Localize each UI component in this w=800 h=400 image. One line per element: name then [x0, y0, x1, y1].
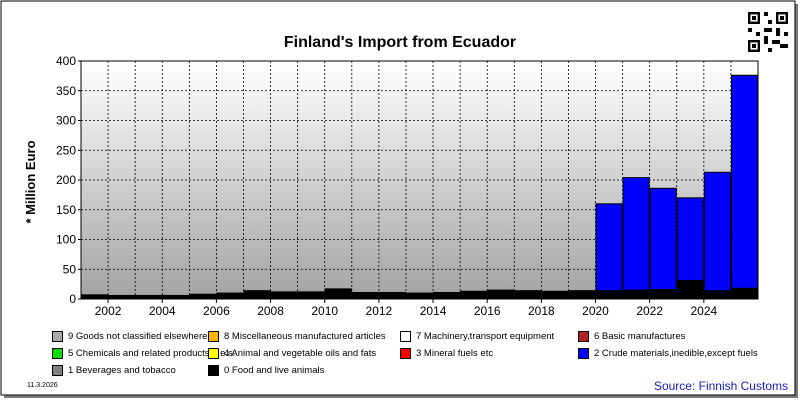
legend-label: 1 Beverages and tobacco: [68, 365, 176, 376]
bar-segment-2017-s0: [514, 290, 542, 300]
y-tick-label: 0: [69, 292, 76, 306]
x-tick-label: 2020: [582, 304, 609, 318]
legend-label: 5 Chemicals and related products,n.e.s.: [68, 348, 236, 359]
y-tick-label: 350: [56, 84, 76, 98]
y-tick-label: 150: [56, 203, 76, 217]
x-tick-label: 2016: [474, 304, 501, 318]
bar-segment-2009-s0: [297, 291, 325, 300]
bar-segment-2024-s1: [703, 171, 731, 292]
legend-item: 5 Chemicals and related products,n.e.s.: [52, 348, 235, 359]
bar-segment-2021-s1: [622, 177, 650, 291]
legend-item: 6 Basic manufactures: [578, 331, 685, 342]
bar-segment-2020-s0: [595, 290, 623, 300]
legend-swatch: [52, 348, 63, 359]
legend-item: 2 Crude materials,inedible,except fuels: [578, 348, 758, 359]
legend-item: 1 Beverages and tobacco: [52, 365, 176, 376]
legend-item: 4 Animal and vegetable oils and fats: [208, 348, 376, 359]
legend-row: 5 Chemicals and related products,n.e.s. 4…: [52, 348, 758, 365]
x-ticks: 2002 2004 2006 2008 2010 2012 2014 2016 2018 2020…: [95, 299, 718, 318]
bar-segment-2003-s0: [135, 294, 163, 300]
legend-swatch: [578, 348, 589, 359]
y-tick-label: 250: [56, 143, 76, 157]
bar-segment-2007-s0: [243, 290, 271, 300]
y-tick-label: 50: [63, 262, 77, 276]
bars: [81, 74, 758, 300]
legend-item: 3 Mineral fuels etc: [400, 348, 493, 359]
legend-swatch: [400, 348, 411, 359]
legend-item: 0 Food and live animals: [208, 365, 324, 376]
bar-segment-2022-s0: [649, 288, 677, 300]
legend-item: 9 Goods not classified elsewhere: [52, 331, 207, 342]
legend-label: 4 Animal and vegetable oils and fats: [224, 348, 377, 359]
legend-swatch: [578, 331, 589, 342]
legend-label: 6 Basic manufactures: [594, 331, 686, 342]
x-tick-label: 2006: [203, 304, 230, 318]
x-tick-label: 2012: [366, 304, 393, 318]
bar-segment-2023-s0: [676, 280, 704, 300]
legend-label: 0 Food and live animals: [224, 365, 325, 376]
legend-label: 7 Machinery,transport equipment: [416, 331, 555, 342]
y-tick-label: 300: [56, 114, 76, 128]
x-tick-label: 2018: [528, 304, 555, 318]
bar-segment-2021-s0: [622, 289, 650, 300]
y-ticks: 0 50 100 150 200 250 300 350 400: [56, 54, 81, 306]
bar-segment-2019-s0: [568, 290, 596, 300]
legend-label: 2 Crude materials,inedible,except fuels: [594, 348, 758, 359]
x-tick-label: 2008: [257, 304, 284, 318]
legend-item: 8 Miscellaneous manufactured articles: [208, 331, 386, 342]
bar-segment-2022-s1: [649, 187, 677, 290]
bar-segment-2011-s0: [351, 291, 379, 300]
qr-code-icon: [748, 12, 788, 52]
x-tick-label: 2014: [420, 304, 447, 318]
source-note: Source: Finnish Customs: [653, 379, 788, 393]
bar-segment-2008-s0: [270, 291, 298, 300]
bar-segment-2018-s0: [541, 290, 569, 300]
bar-segment-2012-s0: [378, 291, 406, 300]
x-tick-label: 2002: [95, 304, 122, 318]
legend-swatch: [52, 331, 63, 342]
bar-segment-2024-s0: [703, 290, 731, 300]
bar-segment-2023-s1: [676, 197, 704, 282]
bar-segment-2005-s0: [189, 293, 217, 300]
legend-swatch: [208, 331, 219, 342]
bar-segment-2004-s0: [162, 294, 190, 300]
bar-segment-2014-s0: [433, 291, 461, 300]
y-axis-label: * Million Euro: [23, 140, 38, 223]
chart-title: Finland's Import from Ecuador: [284, 34, 516, 51]
legend-row: 9 Goods not classified elsewhere 8 Miscel…: [52, 331, 752, 348]
bar-segment-2015-s0: [460, 290, 488, 300]
bar-segment-2006-s0: [216, 292, 244, 300]
legend-label: 8 Miscellaneous manufactured articles: [224, 331, 386, 342]
legend-swatch: [400, 331, 411, 342]
x-tick-label: 2022: [636, 304, 663, 318]
y-tick-label: 400: [56, 54, 76, 68]
legend: 9 Goods not classified elsewhere 8 Miscel…: [52, 331, 758, 382]
x-tick-label: 2024: [690, 304, 717, 318]
bar-segment-2025-s0: [730, 287, 758, 300]
bar-segment-2001-s0: [81, 294, 109, 300]
y-tick-label: 100: [56, 233, 76, 247]
bar-segment-2020-s1: [595, 203, 623, 292]
bar-segment-2025-s1: [730, 74, 758, 289]
date-stamp: 11.3.2026: [27, 382, 58, 389]
bar-segment-2016-s0: [487, 289, 515, 300]
x-tick-label: 2004: [149, 304, 176, 318]
legend-swatch: [208, 365, 219, 376]
legend-item: 7 Machinery,transport equipment: [400, 331, 554, 342]
bar-segment-2010-s0: [324, 288, 352, 300]
legend-row: 1 Beverages and tobacco 0 Food and live a…: [52, 365, 752, 382]
bar-segment-2002-s0: [108, 294, 136, 300]
legend-swatch: [52, 365, 63, 376]
y-tick-label: 200: [56, 173, 76, 187]
bar-segment-2013-s0: [405, 292, 434, 300]
x-tick-label: 2010: [311, 304, 338, 318]
legend-swatch: [208, 348, 219, 359]
legend-label: 9 Goods not classified elsewhere: [68, 331, 208, 342]
legend-label: 3 Mineral fuels etc: [416, 348, 494, 359]
